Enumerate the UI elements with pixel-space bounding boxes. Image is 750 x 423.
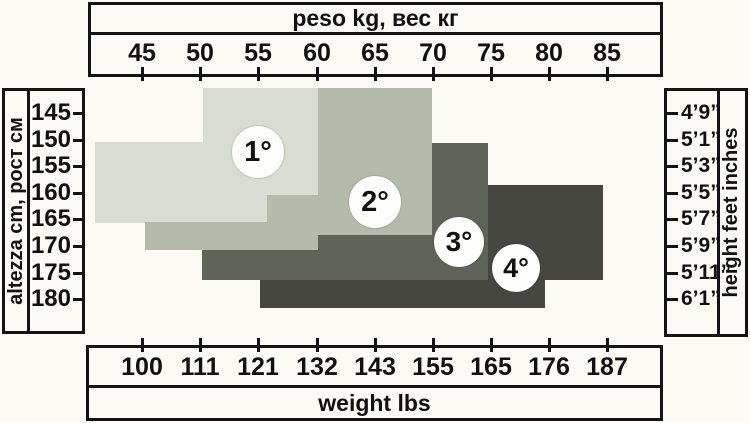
feet-inches-tick-label: 5’7” — [681, 207, 721, 230]
kg-tick-mark — [374, 67, 377, 81]
zone-4-region — [260, 280, 545, 308]
lbs-tick-mark — [141, 338, 144, 352]
kg-tick-mark — [199, 67, 202, 81]
lbs-tick-mark — [374, 338, 377, 352]
feet-inches-tick-label: 4’9” — [681, 101, 721, 124]
feet-inches-tick-label: 5’1” — [681, 128, 721, 151]
cm-tick-mark — [73, 298, 85, 301]
zone-2-region — [145, 222, 318, 250]
kg-tick-mark — [257, 67, 260, 81]
feet-inches-tick-mark — [666, 245, 678, 248]
lbs-tick-label: 176 — [528, 353, 570, 381]
cm-tick-mark — [73, 272, 85, 275]
cm-tick-label: 155 — [30, 152, 71, 179]
cm-tick-mark — [73, 245, 85, 248]
kg-tick-label: 45 — [128, 39, 156, 67]
kg-tick-label: 80 — [535, 39, 563, 67]
cm-tick-label: 180 — [30, 285, 71, 312]
feet-inches-tick-label: 5’9” — [681, 234, 721, 257]
feet-inches-tick-label: 5’11” — [681, 261, 732, 284]
right-axis-box: height feet inches — [664, 88, 748, 337]
lbs-tick-mark — [490, 338, 493, 352]
cm-tick-mark — [73, 192, 85, 195]
zone-3-badge: 3° — [434, 217, 484, 267]
kg-tick-label: 60 — [303, 39, 331, 67]
feet-inches-tick-mark — [666, 112, 678, 115]
zone-2-badge: 2° — [349, 176, 401, 228]
kg-tick-mark — [316, 67, 319, 81]
lbs-tick-mark — [316, 338, 319, 352]
lbs-tick-label: 165 — [470, 353, 512, 381]
zone-4-badge: 4° — [492, 244, 540, 292]
lbs-tick-label: 155 — [412, 353, 454, 381]
lbs-tick-mark — [548, 338, 551, 352]
feet-inches-tick-mark — [666, 139, 678, 142]
cm-tick-mark — [73, 112, 85, 115]
cm-tick-label: 170 — [30, 232, 71, 259]
lbs-tick-label: 111 — [180, 353, 220, 381]
lbs-tick-label: 100 — [121, 353, 163, 381]
cm-tick-label: 150 — [30, 126, 71, 153]
lbs-tick-mark — [199, 338, 202, 352]
lbs-tick-label: 143 — [354, 353, 396, 381]
feet-inches-tick-mark — [666, 218, 678, 221]
left-axis-title-column: altezza cm, рост см — [5, 91, 30, 331]
kg-tick-mark — [141, 67, 144, 81]
cm-tick-label: 160 — [30, 179, 71, 206]
feet-inches-tick-mark — [666, 192, 678, 195]
cm-tick-mark — [73, 218, 85, 221]
kg-tick-label: 50 — [186, 39, 214, 67]
kg-tick-label: 65 — [361, 39, 389, 67]
left-axis-title: altezza cm, рост см — [5, 117, 27, 305]
feet-inches-tick-label: 5’3” — [681, 154, 721, 177]
kg-tick-mark — [490, 67, 493, 81]
lbs-tick-label: 132 — [296, 353, 338, 381]
kg-tick-label: 75 — [477, 39, 505, 67]
zone-1-region — [95, 142, 203, 223]
kg-tick-mark — [432, 67, 435, 81]
lbs-tick-mark — [432, 338, 435, 352]
lbs-tick-label: 121 — [237, 353, 279, 381]
bottom-axis-title: weight lbs — [89, 385, 660, 418]
cm-tick-mark — [73, 139, 85, 142]
kg-tick-label: 70 — [419, 39, 447, 67]
lbs-tick-label: 187 — [586, 353, 628, 381]
feet-inches-tick-mark — [666, 165, 678, 168]
feet-inches-tick-mark — [666, 298, 678, 301]
lbs-tick-mark — [606, 338, 609, 352]
feet-inches-tick-label: 6’1” — [681, 287, 721, 310]
zone-1-badge: 1° — [232, 126, 284, 178]
kg-tick-label: 85 — [593, 39, 621, 67]
cm-tick-label: 175 — [30, 259, 71, 286]
feet-inches-tick-mark — [666, 272, 678, 275]
kg-tick-mark — [606, 67, 609, 81]
lbs-tick-mark — [257, 338, 260, 352]
cm-tick-mark — [73, 165, 85, 168]
right-axis-title-column: height feet inches — [717, 91, 745, 334]
cm-tick-label: 165 — [30, 205, 71, 232]
right-axis-title: height feet inches — [720, 127, 742, 298]
kg-tick-label: 55 — [244, 39, 272, 67]
feet-inches-tick-label: 5’5” — [681, 181, 721, 204]
left-axis-box: altezza cm, рост см — [2, 88, 85, 334]
cm-tick-label: 145 — [30, 99, 71, 126]
zone-3-region — [202, 250, 432, 280]
top-axis-title: peso kg, вес кг — [91, 5, 660, 35]
kg-tick-mark — [548, 67, 551, 81]
